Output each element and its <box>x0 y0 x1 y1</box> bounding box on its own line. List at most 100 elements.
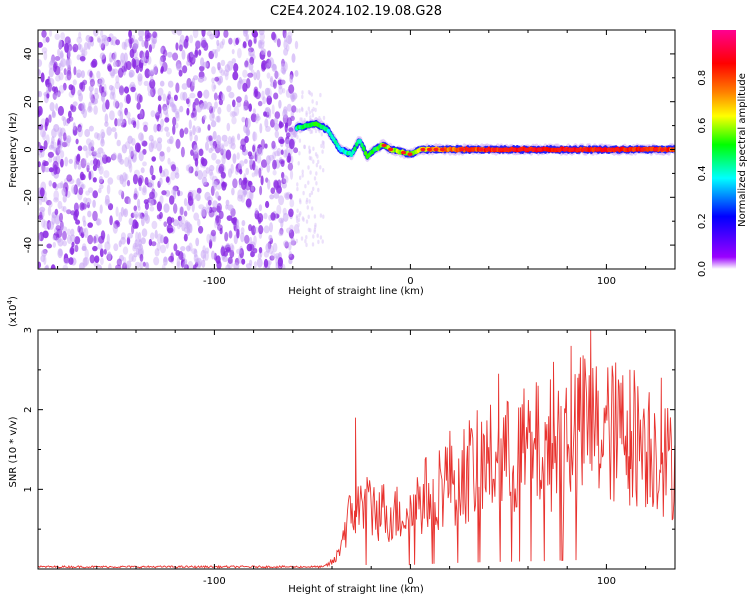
noise-speckle <box>157 87 164 97</box>
noise-speckle <box>259 123 263 134</box>
spectrogram-panel: -100 0 100 -40 -20 0 20 40 Height of straight l… <box>8 29 676 297</box>
noise-speckle <box>107 177 114 185</box>
noise-speckle <box>182 260 188 269</box>
noise-speckle <box>210 120 217 128</box>
noise-speckle <box>278 120 283 129</box>
noise-speckle <box>312 186 315 192</box>
noise-speckle <box>242 189 248 196</box>
noise-speckle <box>296 134 299 140</box>
noise-speckle <box>268 57 275 68</box>
noise-speckle <box>122 262 128 269</box>
noise-speckle <box>83 197 88 203</box>
noise-speckle <box>70 85 76 96</box>
colorbar: 0.0 0.2 0.4 0.6 0.8 Normalized spectral ampl… <box>697 30 748 277</box>
noise-speckle <box>220 171 226 179</box>
noise-speckle <box>124 107 128 116</box>
noise-speckle <box>258 204 263 212</box>
noise-speckle <box>258 167 262 178</box>
noise-speckle <box>134 213 138 219</box>
noise-speckle <box>46 199 52 206</box>
noise-speckle <box>273 117 279 125</box>
noise-speckle <box>87 210 92 218</box>
noise-speckle <box>240 227 245 235</box>
noise-speckle <box>70 104 74 111</box>
noise-speckle <box>98 235 105 244</box>
noise-speckle <box>311 99 314 104</box>
noise-speckle <box>249 244 255 252</box>
noise-speckle <box>244 94 248 103</box>
noise-speckle <box>96 218 100 226</box>
noise-speckle <box>88 85 94 92</box>
noise-speckle <box>249 185 256 193</box>
noise-speckle <box>66 209 72 215</box>
noise-speckle <box>289 130 295 139</box>
noise-speckle <box>242 41 247 49</box>
noise-speckle <box>253 248 258 254</box>
noise-speckle <box>80 173 86 181</box>
noise-speckle <box>232 99 236 108</box>
noise-speckle <box>108 263 112 269</box>
noise-speckle <box>152 31 158 39</box>
noise-speckle <box>97 243 103 250</box>
noise-speckle <box>99 183 104 190</box>
noise-speckle <box>141 216 145 227</box>
noise-speckle <box>231 187 235 196</box>
noise-speckle <box>106 233 110 245</box>
noise-speckle <box>114 131 118 140</box>
noise-speckle <box>195 237 200 247</box>
noise-speckle <box>65 58 70 68</box>
noise-speckle <box>136 119 140 130</box>
noise-speckle <box>90 98 97 105</box>
noise-speckle <box>81 47 86 57</box>
noise-speckle <box>281 178 287 185</box>
noise-speckle <box>197 170 204 180</box>
noise-speckle <box>274 111 281 119</box>
noise-speckle <box>141 228 148 238</box>
noise-speckle <box>300 236 304 241</box>
noise-speckle <box>163 221 168 227</box>
noise-speckle <box>120 52 125 63</box>
noise-speckle <box>299 175 302 180</box>
noise-speckle <box>263 258 269 268</box>
x-tick-label: -100 <box>203 276 226 287</box>
noise-speckle <box>226 85 232 93</box>
noise-speckle <box>99 248 104 258</box>
noise-speckle <box>72 79 77 86</box>
noise-speckle <box>70 246 75 255</box>
noise-speckle <box>194 170 199 177</box>
spectrogram-x-axis-label: Height of straight line (km) <box>288 286 424 297</box>
noise-speckle <box>59 50 64 59</box>
noise-speckle <box>44 167 50 173</box>
noise-speckle <box>40 255 46 263</box>
noise-speckle <box>277 257 283 267</box>
x-tick-label: 0 <box>407 276 413 287</box>
noise-speckle <box>175 110 180 119</box>
noise-speckle <box>220 69 225 76</box>
noise-speckle <box>300 117 303 122</box>
noise-speckle <box>88 187 94 194</box>
noise-speckle <box>87 40 91 50</box>
noise-speckle <box>68 110 72 119</box>
noise-speckle <box>251 225 256 236</box>
signal-peak <box>607 147 614 152</box>
noise-speckle <box>232 178 238 189</box>
noise-speckle <box>154 229 158 239</box>
noise-speckle <box>86 138 92 146</box>
noise-speckle <box>113 243 119 252</box>
noise-speckle <box>215 115 220 123</box>
noise-speckle <box>276 204 282 216</box>
noise-speckle <box>59 52 64 60</box>
noise-speckle <box>96 70 101 79</box>
noise-speckle <box>83 220 87 227</box>
noise-speckle <box>69 234 76 242</box>
noise-speckle <box>38 41 43 48</box>
noise-speckle <box>87 143 92 152</box>
noise-speckle <box>305 235 308 240</box>
noise-speckle <box>260 47 265 55</box>
noise-speckle <box>221 93 225 102</box>
noise-speckle <box>312 106 315 112</box>
noise-speckle <box>97 37 101 43</box>
noise-speckle <box>273 192 280 199</box>
noise-speckle <box>107 65 113 72</box>
noise-speckle <box>63 257 70 265</box>
